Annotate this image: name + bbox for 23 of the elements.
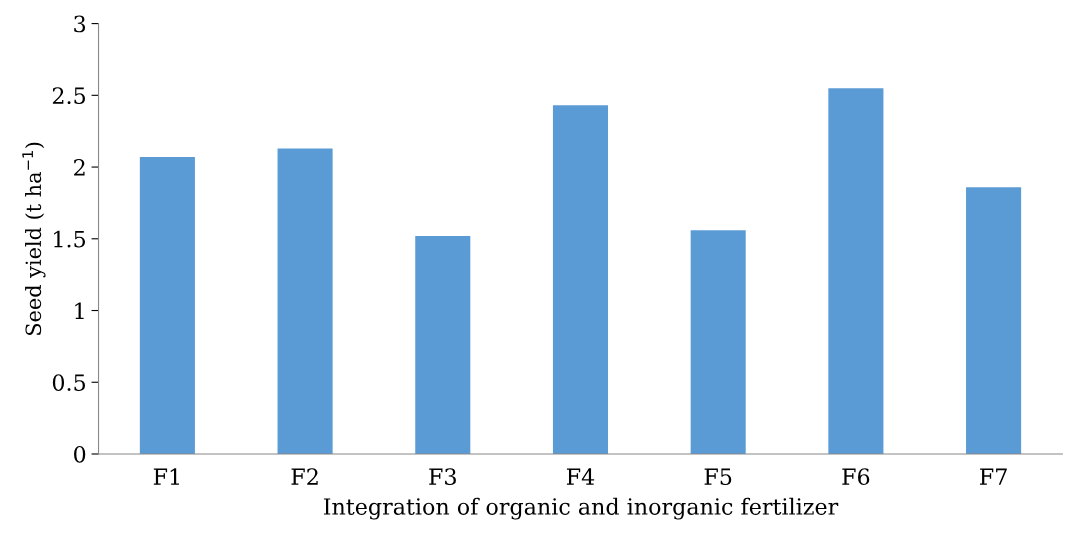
bar bbox=[690, 230, 746, 454]
y-tick-label: 2.5 bbox=[52, 87, 86, 105]
x-tick-label: F7 bbox=[980, 468, 1007, 485]
y-tick-label: 1 bbox=[75, 302, 84, 319]
x-tick-label: F1 bbox=[153, 468, 179, 485]
y-tick-label: 1.5 bbox=[54, 230, 86, 248]
y-tick-label: 2 bbox=[74, 159, 85, 176]
x-tick-label: F3 bbox=[429, 468, 456, 486]
bar bbox=[552, 105, 609, 454]
bar bbox=[966, 187, 1022, 454]
x-tick-label: F5 bbox=[704, 468, 732, 486]
bar bbox=[415, 235, 471, 454]
y-tick-label: 0.5 bbox=[52, 374, 86, 392]
bar bbox=[139, 157, 195, 454]
y-axis-title: Seed yield (t ha$^{−1}$) bbox=[22, 142, 46, 335]
x-tick-label: F6 bbox=[842, 468, 870, 486]
x-tick-label: F2 bbox=[291, 468, 318, 485]
x-tick-label: F4 bbox=[566, 468, 595, 485]
y-tick-label: 3 bbox=[74, 15, 86, 33]
x-axis-title: Integration of organic and inorganic fertilizer bbox=[323, 497, 839, 520]
bar bbox=[277, 148, 333, 454]
bar bbox=[828, 88, 884, 454]
y-tick-label: 0 bbox=[74, 445, 86, 463]
